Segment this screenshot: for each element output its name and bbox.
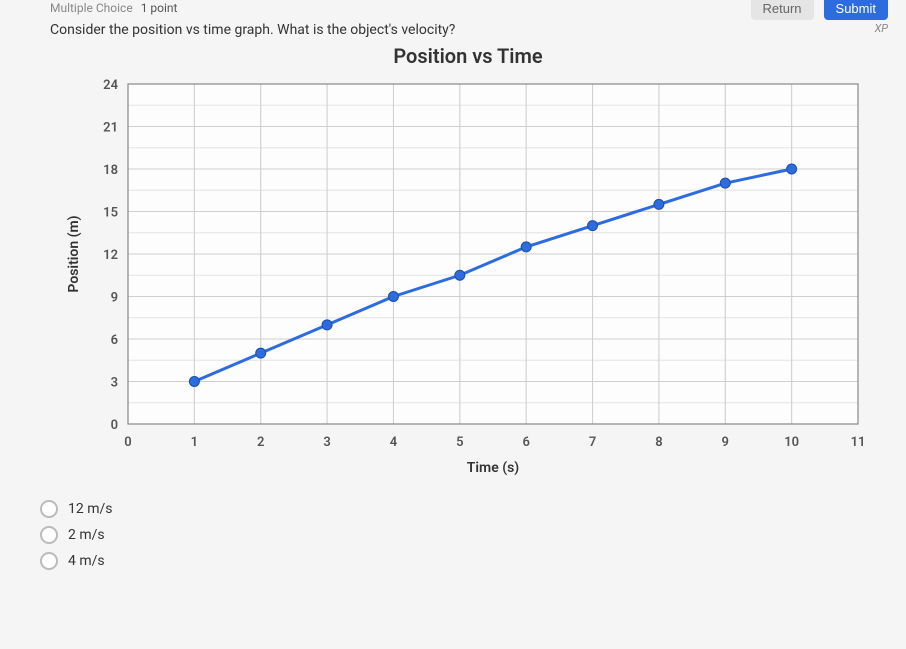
question-type-label: Multiple Choice <box>50 1 133 15</box>
svg-text:12: 12 <box>103 248 118 263</box>
chart-area: Position vs Time 01234567891011036912151… <box>0 44 906 488</box>
submit-button[interactable]: Submit <box>824 0 888 20</box>
question-row: Consider the position vs time graph. Wha… <box>0 18 906 44</box>
svg-text:21: 21 <box>103 121 118 136</box>
svg-text:6: 6 <box>522 435 529 450</box>
svg-text:9: 9 <box>111 291 118 306</box>
svg-text:18: 18 <box>103 163 118 178</box>
svg-text:4: 4 <box>390 435 398 450</box>
svg-text:6: 6 <box>111 333 118 348</box>
svg-text:9: 9 <box>722 435 729 450</box>
svg-text:7: 7 <box>589 435 596 450</box>
svg-text:1: 1 <box>191 435 198 450</box>
top-right: Return Submit <box>751 0 889 20</box>
svg-text:15: 15 <box>103 206 118 221</box>
svg-text:3: 3 <box>323 435 330 450</box>
radio-icon[interactable] <box>40 552 58 570</box>
answer-option[interactable]: 2 m/s <box>40 522 896 548</box>
question-points-label: 1 point <box>141 1 178 15</box>
xp-badge: XP <box>875 22 888 35</box>
top-bar: Multiple Choice 1 point Return Submit <box>0 0 906 18</box>
svg-text:2: 2 <box>257 435 264 450</box>
position-vs-time-chart: 0123456789101103691215182124Time (s)Posi… <box>58 74 878 484</box>
answer-option[interactable]: 4 m/s <box>40 548 896 574</box>
svg-text:11: 11 <box>851 435 866 450</box>
answer-label: 12 m/s <box>68 501 113 517</box>
svg-text:8: 8 <box>655 435 662 450</box>
chart-title: Position vs Time <box>58 44 878 68</box>
svg-text:0: 0 <box>124 435 131 450</box>
radio-icon[interactable] <box>40 500 58 518</box>
svg-text:3: 3 <box>111 376 118 391</box>
svg-text:5: 5 <box>456 435 463 450</box>
svg-text:Time (s): Time (s) <box>467 460 519 476</box>
svg-text:24: 24 <box>103 78 118 93</box>
answer-label: 2 m/s <box>68 527 105 543</box>
answer-options: 12 m/s 2 m/s 4 m/s <box>0 488 906 574</box>
svg-text:10: 10 <box>784 435 799 450</box>
answer-label: 4 m/s <box>68 553 105 569</box>
return-button[interactable]: Return <box>751 0 814 20</box>
svg-text:Position (m): Position (m) <box>66 215 82 292</box>
question-prompt: Consider the position vs time graph. Wha… <box>50 22 455 38</box>
answer-option[interactable]: 12 m/s <box>40 496 896 522</box>
top-left: Multiple Choice 1 point <box>50 1 177 15</box>
radio-icon[interactable] <box>40 526 58 544</box>
svg-text:0: 0 <box>111 418 118 433</box>
